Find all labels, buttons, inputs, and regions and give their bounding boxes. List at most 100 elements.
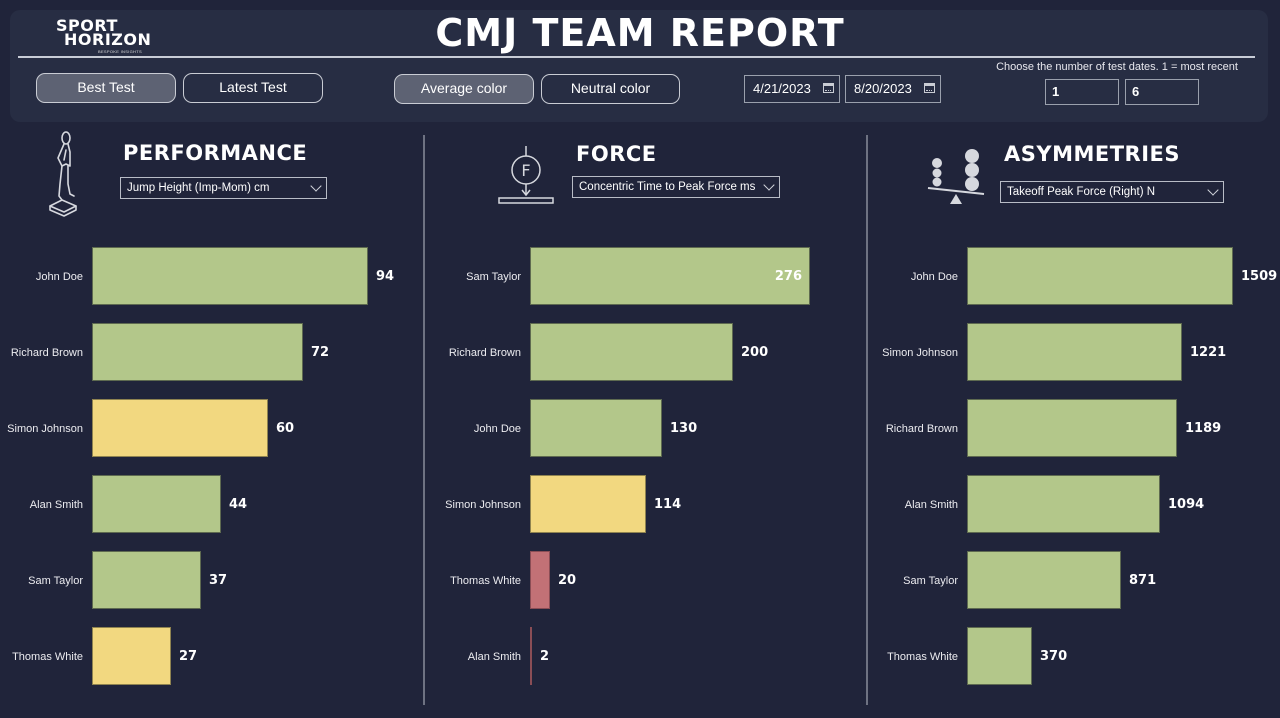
- page-title: CMJ TEAM REPORT: [435, 11, 845, 55]
- bar-category-label: Alan Smith: [29, 499, 83, 511]
- bar[interactable]: [530, 247, 810, 305]
- bar-value-label: 60: [276, 421, 295, 436]
- bar-value-label: 114: [654, 497, 682, 512]
- bar-category-label: Sam Taylor: [28, 575, 83, 587]
- bar[interactable]: [92, 247, 368, 305]
- bar-category-label: Richard Brown: [448, 347, 521, 359]
- sport-horizon-logo: SPORT HORIZON BESPOKE INSIGHTS: [54, 16, 158, 55]
- bar-row: Thomas White 27: [12, 627, 368, 687]
- bar[interactable]: [530, 627, 532, 685]
- asymmetries-metric-dropdown[interactable]: Takeoff Peak Force (Right) N: [1000, 181, 1224, 203]
- performance-title: PERFORMANCE: [123, 141, 308, 165]
- test-dates-caption: Choose the number of test dates. 1 = mos…: [996, 61, 1238, 73]
- bar-category-label: John Doe: [910, 271, 958, 283]
- bar-category-label: Thomas White: [450, 575, 521, 587]
- bar-row: Simon Johnson 1221: [882, 323, 1233, 383]
- average-color-button[interactable]: Average color: [394, 74, 534, 104]
- bar[interactable]: [92, 551, 201, 609]
- svg-text:F: F: [521, 161, 530, 180]
- bar-category-label: Sam Taylor: [466, 271, 521, 283]
- bar-category-label: Simon Johnson: [7, 423, 83, 435]
- bar[interactable]: [530, 399, 662, 457]
- bar-category-label: Thomas White: [12, 651, 83, 663]
- bar-value-label: 27: [179, 649, 198, 664]
- start-date-value: 4/21/2023: [753, 81, 811, 96]
- bar[interactable]: [530, 551, 550, 609]
- latest-test-button[interactable]: Latest Test: [183, 73, 323, 103]
- bar-value-label: 44: [229, 497, 248, 512]
- bar[interactable]: [92, 627, 171, 685]
- bar-row: John Doe 1509: [911, 247, 1277, 307]
- test-dates-min-input[interactable]: 1: [1045, 79, 1119, 105]
- neutral-color-button[interactable]: Neutral color: [541, 74, 680, 104]
- bar[interactable]: [967, 551, 1121, 609]
- bar-value-label: 1189: [1185, 421, 1222, 436]
- asymmetries-title: ASYMMETRIES: [1004, 142, 1181, 166]
- bar[interactable]: [530, 475, 646, 533]
- best-test-button[interactable]: Best Test: [36, 73, 176, 103]
- bar-row: Richard Brown 1189: [886, 399, 1233, 459]
- bar-value-label: 200: [741, 345, 769, 360]
- chevron-down-icon: [763, 179, 775, 191]
- bar[interactable]: [92, 399, 268, 457]
- logo-line2: HORIZON: [64, 30, 152, 49]
- section-divider: [423, 135, 425, 705]
- performance-metric-value: Jump Height (Imp-Mom) cm: [127, 182, 270, 194]
- bar-value-label: 1509: [1241, 269, 1278, 284]
- section-divider: [866, 135, 868, 705]
- bar[interactable]: [967, 627, 1032, 685]
- bar-row: Richard Brown 72: [11, 323, 368, 383]
- bar[interactable]: [967, 323, 1182, 381]
- bar[interactable]: [530, 323, 733, 381]
- bar-value-label: 276: [774, 269, 802, 284]
- bar-value-label: 1094: [1168, 497, 1205, 512]
- force-metric-dropdown[interactable]: Concentric Time to Peak Force ms: [572, 176, 780, 198]
- bar-category-label: John Doe: [473, 423, 521, 435]
- chevron-down-icon: [1207, 184, 1219, 196]
- bar-category-label: Richard Brown: [885, 423, 958, 435]
- bar-value-label: 37: [209, 573, 228, 588]
- bar[interactable]: [967, 475, 1160, 533]
- bar-category-label: John Doe: [35, 271, 83, 283]
- start-date-input[interactable]: 4/21/2023: [744, 75, 840, 103]
- bar-value-label: 370: [1040, 649, 1068, 664]
- logo-line1: SPORT: [56, 16, 118, 35]
- force-metric-value: Concentric Time to Peak Force ms: [579, 181, 756, 193]
- bar-value-label: 1221: [1190, 345, 1227, 360]
- performance-metric-dropdown[interactable]: Jump Height (Imp-Mom) cm: [120, 177, 327, 199]
- bar-value-label: 72: [311, 345, 330, 360]
- calendar-icon[interactable]: [823, 83, 834, 93]
- force-title: FORCE: [576, 142, 657, 166]
- bar-value-label: 130: [670, 421, 698, 436]
- bar-row: John Doe 130: [474, 399, 810, 459]
- bar-value-label: 20: [558, 573, 577, 588]
- bar-category-label: Alan Smith: [467, 651, 521, 663]
- test-dates-max-input[interactable]: 6: [1125, 79, 1199, 105]
- bar-value-label: 2: [540, 649, 550, 664]
- bar-row: John Doe 94: [36, 247, 394, 307]
- force-plate-icon: F: [498, 146, 554, 204]
- calendar-icon[interactable]: [924, 83, 935, 93]
- jumper-icon: [49, 131, 77, 217]
- balance-scale-icon: [927, 149, 985, 204]
- end-date-value: 8/20/2023: [854, 81, 912, 96]
- bar-category-label: Alan Smith: [904, 499, 958, 511]
- bar-category-label: Thomas White: [887, 651, 958, 663]
- bar-row: Alan Smith 44: [30, 475, 368, 535]
- end-date-input[interactable]: 8/20/2023: [845, 75, 941, 103]
- bar[interactable]: [92, 475, 221, 533]
- bar-category-label: Richard Brown: [10, 347, 83, 359]
- bar-row: Alan Smith 1094: [905, 475, 1233, 535]
- bar-row: Sam Taylor 276: [466, 247, 810, 307]
- bar-row: Thomas White 20: [450, 551, 810, 611]
- bar-category-label: Simon Johnson: [882, 347, 958, 359]
- header-divider: [18, 56, 1255, 58]
- bar-row: Richard Brown 200: [449, 323, 810, 383]
- bar-category-label: Simon Johnson: [445, 499, 521, 511]
- bar[interactable]: [967, 399, 1177, 457]
- bar-value-label: 94: [376, 269, 395, 284]
- bar[interactable]: [92, 323, 303, 381]
- bar[interactable]: [967, 247, 1233, 305]
- bar-category-label: Sam Taylor: [903, 575, 958, 587]
- bar-value-label: 871: [1129, 573, 1157, 588]
